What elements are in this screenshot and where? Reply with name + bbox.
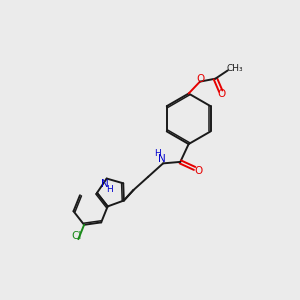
Text: Cl: Cl (72, 232, 82, 242)
Text: N: N (101, 179, 109, 189)
Text: H: H (154, 149, 160, 158)
Text: CH₃: CH₃ (226, 64, 243, 74)
Text: O: O (196, 74, 204, 84)
Text: O: O (218, 89, 226, 99)
Text: H: H (106, 185, 113, 194)
Text: N: N (158, 154, 166, 164)
Text: O: O (194, 166, 202, 176)
